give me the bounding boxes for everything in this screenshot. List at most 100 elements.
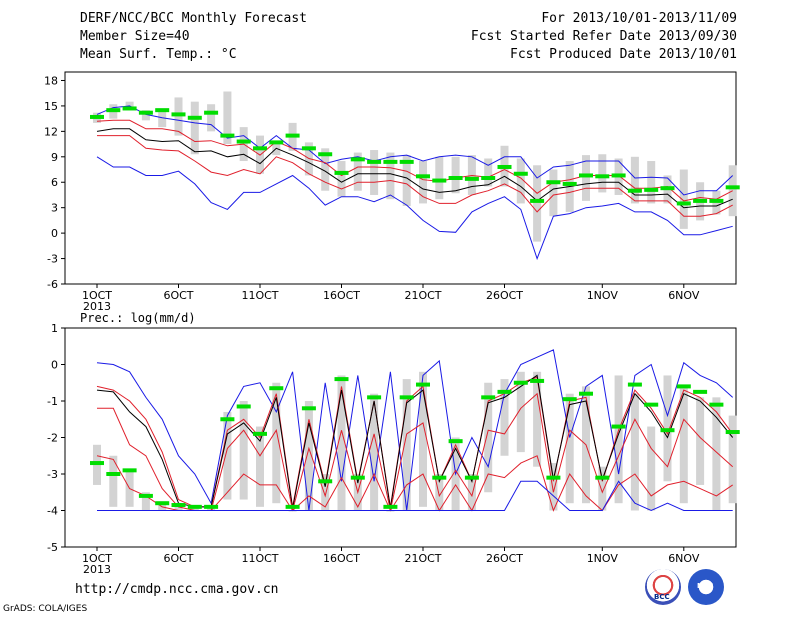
spread-box [174, 506, 183, 511]
median-marker [138, 110, 153, 115]
median-marker [318, 479, 333, 484]
spread-box [582, 155, 590, 201]
spread-box [598, 154, 607, 193]
spread-box [679, 386, 688, 504]
spread-box [467, 474, 476, 511]
spread-box [272, 144, 281, 156]
spread-box [304, 401, 313, 511]
median-marker [285, 504, 300, 509]
median-marker [253, 431, 267, 436]
median-marker [155, 108, 170, 113]
spread-box [712, 397, 721, 511]
x-tick-label: 21OCT [404, 552, 441, 565]
x-tick-label: 2013 [83, 563, 111, 576]
median-marker [644, 187, 659, 192]
spread-box [174, 97, 183, 136]
spread-box [728, 415, 737, 504]
spread-box [402, 379, 411, 511]
median-marker [253, 146, 267, 151]
median-marker [367, 159, 382, 164]
median-marker [497, 389, 512, 394]
median-marker [285, 133, 300, 138]
series-line-mean [96, 374, 734, 509]
median-marker [301, 406, 316, 411]
spread-box [272, 382, 281, 504]
spread-box [321, 474, 330, 511]
spread-box [696, 397, 705, 485]
median-marker [269, 140, 284, 145]
median-marker [236, 404, 251, 409]
spread-box [353, 152, 362, 191]
median-marker [187, 504, 202, 509]
median-marker [464, 475, 479, 480]
forecast-produced-date-label: Fcst Produced Date 2013/10/01 [510, 47, 737, 62]
spread-box [223, 91, 232, 145]
x-tick-label: 26OCT [486, 552, 523, 565]
median-marker [383, 159, 398, 164]
y-tick-label: -1 [47, 395, 58, 408]
y-tick-label: 0 [51, 227, 58, 240]
spread-box [109, 455, 118, 507]
spread-box [223, 411, 232, 500]
x-tick-label: 11OCT [241, 552, 278, 565]
spread-box [451, 156, 460, 194]
spread-box [549, 463, 558, 511]
spread-box [141, 110, 150, 121]
median-marker [204, 504, 219, 509]
median-marker [399, 395, 414, 400]
median-marker [171, 503, 186, 508]
median-marker [106, 108, 121, 113]
median-marker [90, 114, 104, 119]
median-marker [627, 382, 642, 387]
median-marker [481, 395, 496, 400]
median-marker [138, 493, 153, 498]
median-marker [269, 386, 284, 391]
median-marker [676, 384, 691, 389]
spread-box [141, 492, 150, 511]
ncc-logo-icon: NCC [688, 569, 724, 605]
x-tick-label: 26OCT [486, 289, 523, 302]
median-marker [122, 106, 137, 111]
median-marker [301, 146, 316, 151]
member-size-label: Member Size=40 [80, 29, 190, 44]
median-marker [416, 382, 430, 387]
spread-box [419, 371, 427, 507]
median-marker [399, 159, 414, 164]
spread-box [630, 156, 639, 204]
median-marker [464, 176, 479, 181]
median-marker [171, 112, 186, 117]
median-marker [155, 501, 170, 506]
median-marker [90, 461, 104, 466]
y-tick-label: -5 [47, 541, 58, 554]
median-marker [579, 173, 593, 178]
y-tick-label: 15 [44, 100, 58, 113]
series-line-min [96, 156, 733, 261]
x-tick-label: 11OCT [241, 289, 278, 302]
spread-box [239, 401, 248, 500]
median-marker [481, 176, 496, 180]
x-tick-label: 6OCT [163, 552, 193, 565]
median-marker [611, 173, 626, 178]
median-marker [644, 402, 659, 407]
x-tick-label: 21OCT [404, 289, 441, 302]
spread-box [500, 379, 509, 456]
spread-box [533, 165, 542, 242]
x-tick-label: 2013 [83, 300, 111, 313]
median-marker [334, 377, 349, 382]
median-marker [432, 178, 447, 183]
spread-box [207, 104, 216, 132]
median-marker [318, 152, 333, 157]
median-marker [725, 430, 740, 435]
y-tick-label: -6 [47, 278, 58, 291]
y-tick-label: 6 [51, 176, 58, 189]
median-marker [579, 391, 593, 396]
median-marker [709, 198, 724, 203]
forecast-start-date-label: Fcst Started Refer Date 2013/09/30 [470, 29, 737, 44]
spread-box [516, 158, 525, 204]
source-url[interactable]: http://cmdp.ncc.cma.gov.cn [75, 582, 279, 597]
x-tick-label: 16OCT [323, 552, 360, 565]
median-marker [725, 185, 740, 190]
y-tick-label: -3 [47, 253, 58, 266]
